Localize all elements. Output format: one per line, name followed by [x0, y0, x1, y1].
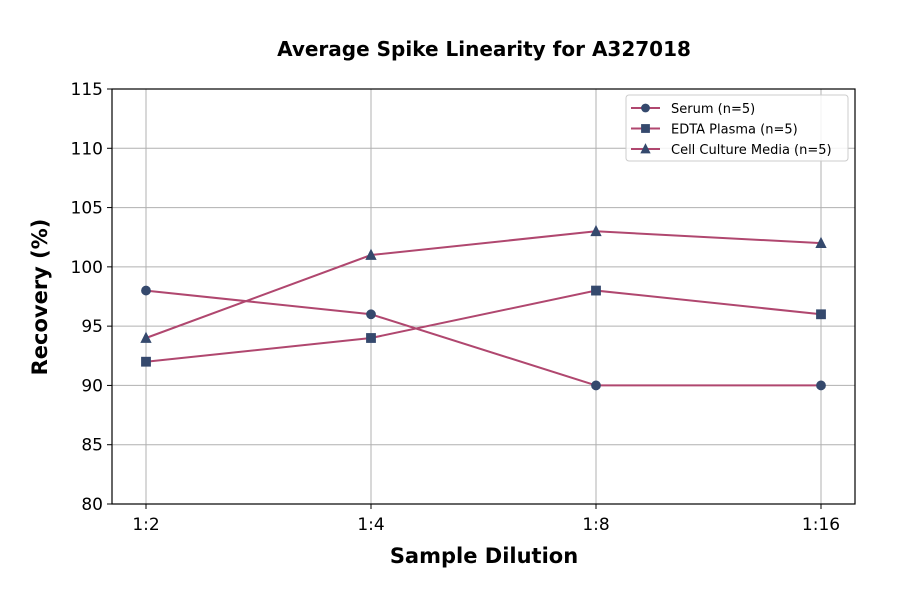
- y-axis-label: Recovery (%): [28, 219, 52, 376]
- y-tick-label: 95: [81, 317, 103, 337]
- y-tick-label: 85: [81, 436, 103, 456]
- data-point-cell-culture-media: [815, 236, 827, 249]
- x-tick-label: 1:8: [582, 515, 609, 535]
- data-point-edta-plasma: [591, 285, 601, 296]
- legend: Serum (n=5) EDTA Plasma (n=5) Cell Culture…: [625, 94, 849, 162]
- chart-title: Average Spike Linearity for A327018: [277, 37, 691, 61]
- y-tick-label: 90: [81, 376, 103, 396]
- data-point-edta-plasma: [141, 356, 151, 367]
- y-tick-label: 105: [71, 199, 103, 219]
- data-point-cell-culture-media: [140, 331, 152, 343]
- legend-label-edta-plasma: EDTA Plasma (n=5): [671, 123, 798, 138]
- series-line-serum: [145, 289, 821, 387]
- x-tick-label: 1:16: [802, 515, 840, 535]
- plot-area: [111, 88, 856, 505]
- legend-box: [625, 94, 849, 162]
- x-tick-label: 1:2: [132, 515, 159, 535]
- y-tick-label: 80: [81, 495, 103, 515]
- y-tick-label: 100: [71, 258, 103, 278]
- y-tick-label: 110: [71, 139, 103, 159]
- legend-marker-serum: [641, 103, 650, 113]
- legend-marker-cell-culture-media: [640, 143, 651, 154]
- data-point-cell-culture-media: [365, 248, 377, 260]
- x-axis-label: Sample Dilution: [390, 544, 578, 568]
- series-line-cell-culture-media: [145, 230, 822, 339]
- legend-marker-edta-plasma: [641, 124, 650, 133]
- x-tick-label: 1:4: [357, 515, 384, 535]
- legend-label-cell-culture-media: Cell Culture Media (n=5): [671, 143, 832, 158]
- data-point-serum: [141, 285, 151, 296]
- data-point-serum: [591, 380, 601, 391]
- series-line-edta-plasma: [145, 289, 822, 363]
- data-point-cell-culture-media: [590, 224, 602, 237]
- data-point-edta-plasma: [366, 333, 376, 343]
- y-tick-label: 115: [71, 80, 103, 100]
- data-point-serum: [816, 380, 826, 391]
- legend-label-serum: Serum (n=5): [671, 102, 755, 117]
- data-point-serum: [366, 309, 376, 320]
- data-point-edta-plasma: [816, 309, 826, 320]
